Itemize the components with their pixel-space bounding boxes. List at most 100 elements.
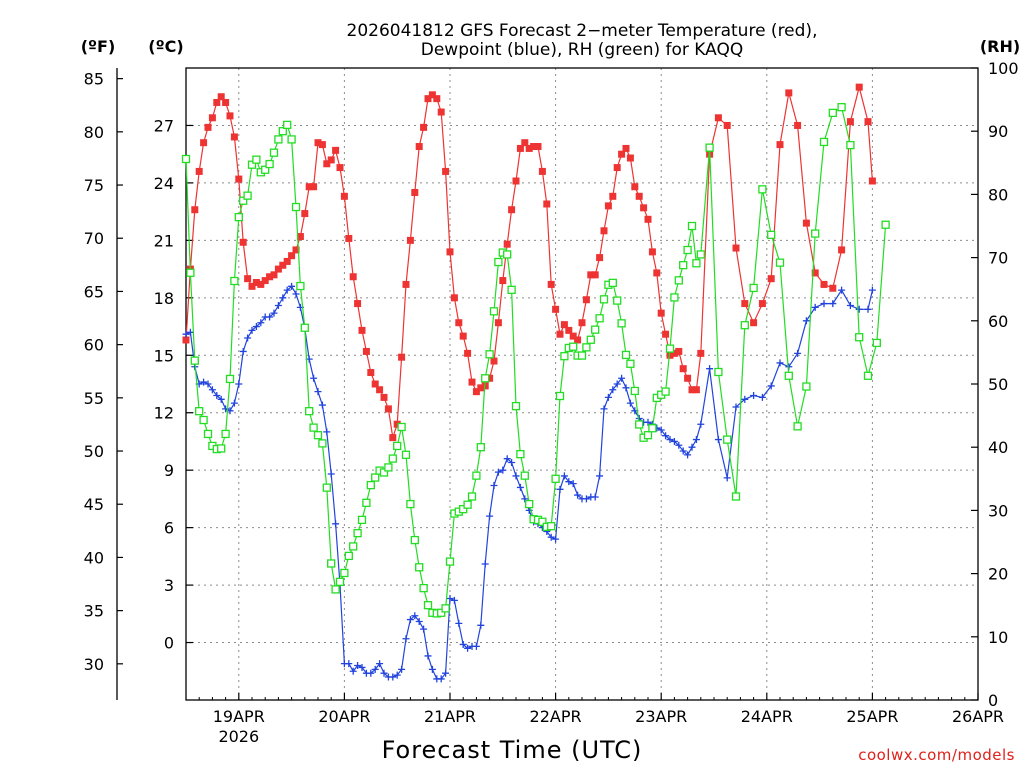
rh-point (467, 492, 477, 501)
temperature-point (191, 206, 199, 214)
gridlines (186, 68, 978, 700)
dewpoint-point (692, 436, 700, 444)
dewpoint-point (323, 428, 331, 436)
fahrenheit-tick-label: 75 (84, 176, 104, 195)
dewpoint-point (560, 472, 568, 480)
rh-tick-label: 50 (988, 375, 1008, 394)
rh-tick-label: 90 (988, 122, 1008, 141)
temperature-point (340, 192, 348, 200)
temperature-point (274, 265, 282, 273)
temperature-point (802, 219, 810, 227)
celsius-tick-label: 6 (164, 519, 174, 538)
dewpoint-point (455, 619, 463, 627)
temperature-point (490, 357, 498, 365)
dewpoint-point (428, 665, 436, 673)
rh-point (613, 296, 622, 305)
rh-point (322, 483, 331, 492)
temperature-point (657, 309, 665, 317)
dewpoint-point (516, 483, 524, 491)
rh-point (881, 220, 890, 229)
temperature-point (226, 112, 234, 120)
dewpoint-point (248, 326, 256, 334)
rh-point (705, 143, 714, 152)
rh-point (415, 563, 424, 572)
dewpoint-point (310, 374, 318, 382)
temperature-point (398, 353, 406, 361)
dewpoint-point (424, 652, 432, 660)
temperature-point (776, 141, 784, 149)
temperature-point (609, 192, 617, 200)
x-tick-label: 19APR (213, 707, 265, 726)
temperature-point (613, 164, 621, 172)
temperature-point (820, 280, 828, 288)
temperature-point (587, 271, 595, 279)
dewpoint-point (802, 317, 810, 325)
dewpoint-point (622, 384, 630, 392)
x-tick-label: 25APR (846, 707, 898, 726)
temperature-point (604, 202, 612, 210)
temperature-point (292, 246, 300, 254)
rh-point (353, 529, 362, 538)
rh-point (485, 350, 494, 359)
dewpoint-point (565, 478, 573, 486)
rh-point (366, 480, 375, 490)
rh-point (828, 108, 837, 118)
rh-point (626, 359, 635, 368)
dewpoint-point (252, 323, 260, 331)
rh-point (811, 229, 820, 238)
dewpoint-point (556, 485, 564, 493)
celsius-tick-label: 9 (164, 461, 174, 480)
rh-point (621, 350, 631, 360)
rh-point (217, 444, 226, 453)
temperature-point (314, 139, 322, 147)
dewpoint-point (613, 380, 621, 388)
temperature-point (345, 234, 353, 242)
dewpoint-point (446, 594, 454, 602)
rh-point (371, 473, 380, 482)
rh-point (560, 352, 569, 361)
rh-point (582, 343, 591, 352)
rh-point (511, 401, 521, 411)
rh-point (388, 454, 397, 463)
rh-point (683, 245, 692, 255)
temperature-point (631, 183, 639, 191)
fahrenheit-tick-label: 60 (84, 336, 104, 355)
rh-point (793, 422, 802, 431)
temperature-point (380, 393, 388, 401)
rh-point (507, 285, 516, 294)
rh-point (731, 492, 741, 501)
temperature-point (459, 332, 467, 340)
dewpoint-point (472, 642, 480, 650)
x-tick-label: 20APR (318, 707, 370, 726)
rh-point (481, 374, 490, 383)
temperature-point (512, 177, 520, 185)
temperature-point (543, 200, 551, 208)
dewpoint-point (679, 447, 687, 455)
dewpoint-point (349, 667, 357, 675)
celsius-tick-label: 27 (154, 116, 174, 135)
dewpoint-point (767, 382, 775, 390)
temperature-point (248, 282, 256, 290)
dewpoint-point (464, 644, 472, 652)
celsius-tick-label: 21 (154, 231, 174, 250)
rh-point (591, 325, 600, 334)
rh-point (199, 415, 208, 425)
dewpoint-point (182, 330, 190, 338)
temperature-point (305, 183, 313, 191)
dewpoint-point (420, 625, 428, 633)
temperature-point (393, 420, 401, 428)
temperature-point (182, 336, 190, 344)
temperature-point (618, 150, 626, 158)
temperature-point (252, 278, 260, 286)
temperature-point (266, 273, 274, 281)
rh-point (291, 202, 301, 212)
rh-point (225, 374, 235, 384)
dewpoint-point (582, 495, 590, 503)
rh-point (195, 407, 204, 416)
rh-point (181, 154, 191, 164)
temperature-point (697, 349, 705, 357)
chart-title-line2: Dewpoint (blue), RH (green) for KAQQ (421, 40, 744, 60)
dewpoint-point (279, 294, 287, 302)
dewpoint-point (811, 303, 819, 311)
rh-point (489, 307, 499, 316)
